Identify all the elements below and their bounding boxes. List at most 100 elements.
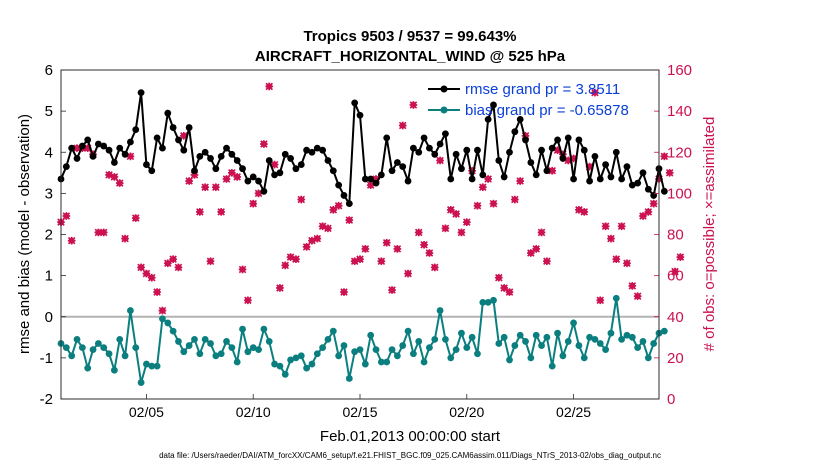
bias-point: [340, 342, 348, 349]
rmse-point: [644, 185, 652, 193]
rmse-point: [175, 136, 182, 144]
obs-assimilated-marker: [446, 205, 455, 214]
rmse-point: [639, 169, 647, 177]
rmse-point: [121, 150, 129, 158]
obs-assimilated-marker: [676, 253, 685, 261]
obs-assimilated-marker: [334, 201, 343, 210]
chart-title: Tropics 9503 / 9537 = 99.643%: [303, 28, 516, 45]
obs-assimilated-marker: [457, 228, 466, 237]
rmse-point: [415, 148, 423, 156]
rmse-point: [607, 173, 615, 181]
rmse-point: [458, 165, 465, 173]
rmse-point: [329, 167, 337, 175]
bias-point: [185, 342, 193, 349]
obs-assimilated-marker: [596, 296, 605, 305]
obs-assimilated-marker: [633, 292, 642, 301]
rmse-point: [68, 144, 76, 152]
obs-assimilated-marker: [612, 255, 621, 264]
rmse-point: [271, 171, 278, 179]
obs-assimilated-marker: [329, 205, 338, 214]
bias-point: [522, 338, 529, 345]
y2-tick-label: 140: [667, 103, 692, 120]
rmse-point: [239, 165, 246, 173]
bias-point: [634, 344, 642, 351]
bias-point: [490, 296, 497, 304]
rmse-point: [223, 144, 230, 152]
rmse-point: [249, 173, 257, 181]
rmse-point: [185, 124, 193, 131]
rmse-point: [281, 150, 289, 158]
rmse-point: [164, 109, 172, 117]
bias-point: [249, 344, 257, 351]
obs-assimilated-marker: [591, 88, 599, 97]
obs-assimilated-marker: [494, 273, 503, 282]
rmse-point: [468, 175, 476, 183]
bias-point: [127, 307, 134, 314]
rmse-point: [201, 148, 209, 156]
bias-point: [372, 346, 380, 354]
rmse-point: [196, 152, 204, 160]
obs-assimilated-marker: [201, 183, 210, 192]
x-axis-label: Feb.01,2013 00:00:00 start: [320, 428, 501, 445]
rmse-point: [516, 115, 524, 123]
bias-point: [180, 348, 188, 356]
obs-assimilated-marker: [142, 269, 151, 278]
rmse-point: [442, 130, 449, 138]
rmse-point: [623, 163, 631, 171]
y2-tick-label: 100: [667, 185, 692, 202]
obs-assimilated-marker: [510, 195, 519, 204]
bias-point: [68, 352, 76, 360]
bias-point: [393, 352, 401, 360]
obs-assimilated-marker: [110, 173, 119, 181]
rmse-point: [532, 171, 540, 179]
bias-point: [442, 335, 449, 343]
obs-assimilated-marker: [441, 224, 450, 233]
bias-point: [564, 338, 572, 345]
bias-point: [356, 346, 364, 354]
bias-point: [89, 346, 97, 354]
bias-point: [148, 362, 156, 370]
bias-point: [500, 333, 508, 341]
y-tick-label: 4: [45, 144, 53, 161]
obs-assimilated-marker: [532, 245, 541, 253]
bias-point: [650, 340, 658, 347]
rmse-point: [367, 175, 375, 183]
bias-point: [559, 352, 567, 360]
obs-assimilated-marker: [265, 82, 274, 91]
obs-assimilated-marker: [238, 265, 247, 274]
bias-point: [78, 344, 86, 351]
bias-point: [319, 344, 327, 351]
bias-point: [207, 340, 214, 347]
bias-point: [388, 346, 396, 354]
obs-assimilated-marker: [228, 168, 236, 177]
y2-tick-label: 20: [667, 350, 684, 367]
bias-point: [260, 325, 268, 333]
y-axis-label: rmse and bias (model - observation): [16, 114, 33, 354]
bias-point: [415, 338, 423, 345]
obs-assimilated-marker: [222, 175, 231, 183]
rmse-point: [137, 89, 145, 97]
bias-point: [479, 298, 487, 306]
rmse-point: [324, 157, 332, 164]
rmse-point: [580, 146, 588, 154]
y-tick-label: 0: [45, 309, 53, 326]
bias-point: [639, 338, 647, 345]
bias-point: [73, 335, 81, 343]
rmse-point: [447, 175, 455, 183]
bias-point: [313, 350, 321, 358]
bias-point: [84, 364, 92, 372]
rmse-point: [319, 146, 327, 154]
y2-tick-label: 120: [667, 144, 692, 161]
obs-assimilated-marker: [169, 255, 177, 264]
rmse-point: [276, 169, 284, 177]
rmse-point: [132, 126, 140, 134]
legend-bias-marker: [440, 106, 448, 114]
obs-assimilated-marker: [388, 286, 396, 294]
bias-point: [271, 360, 278, 368]
bias-point: [244, 348, 252, 356]
bias-point: [212, 352, 220, 360]
bias-point: [137, 379, 145, 386]
obs-assimilated-marker: [340, 288, 348, 296]
bias-point: [602, 346, 610, 354]
